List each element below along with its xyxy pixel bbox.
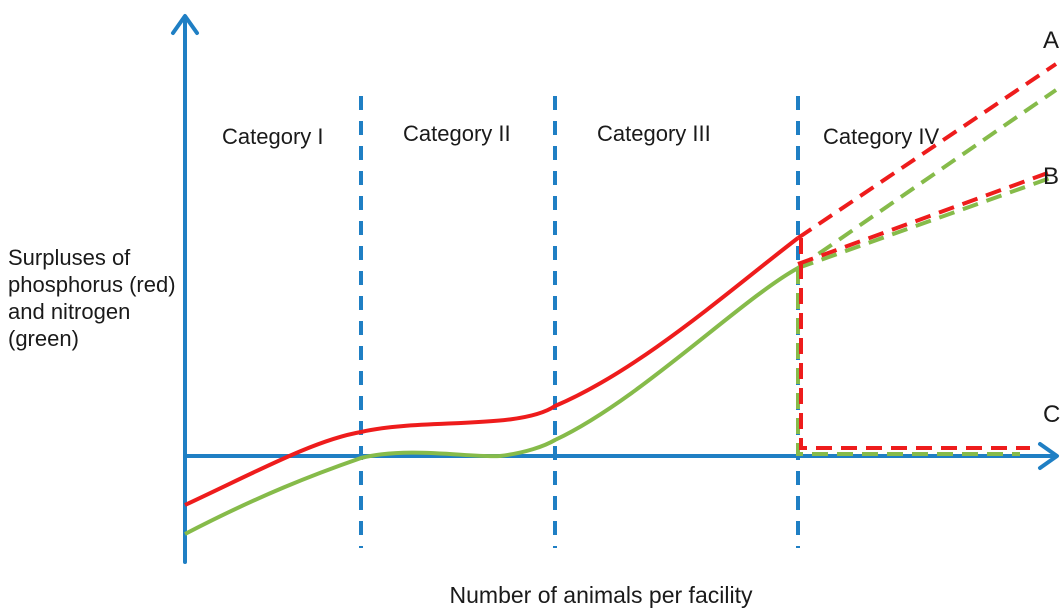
scenario-c-nitrogen-line (796, 268, 1020, 456)
scenario-label-a: A (1043, 27, 1060, 54)
category-label-3: Category III (597, 121, 711, 146)
category-label-1: Category I (222, 124, 324, 149)
category-label-4: Category IV (823, 124, 940, 149)
scenario-b-nitrogen-line (797, 174, 1057, 270)
phosphorus-curve (184, 236, 800, 507)
scenario-label-c: C (1043, 401, 1061, 428)
nitrogen-curve (184, 266, 799, 536)
scenario-b-phosphorus-line (797, 168, 1057, 266)
scenario-label-b: B (1043, 163, 1060, 190)
axes (171, 14, 1059, 564)
category-dividers (359, 96, 800, 548)
scenario-a-phosphorus-line (796, 62, 1058, 240)
y-axis-arrowhead (171, 14, 199, 35)
category-label-2: Category II (403, 121, 511, 146)
y-axis-label: Surpluses of phosphorus (red) and nitrog… (8, 245, 176, 351)
scenario-a-nitrogen-line (796, 88, 1058, 270)
x-axis-label: Number of animals per facility (449, 582, 753, 608)
x-axis-arrowhead (1038, 442, 1059, 470)
scenario-c-phosphorus-line (799, 238, 1030, 450)
